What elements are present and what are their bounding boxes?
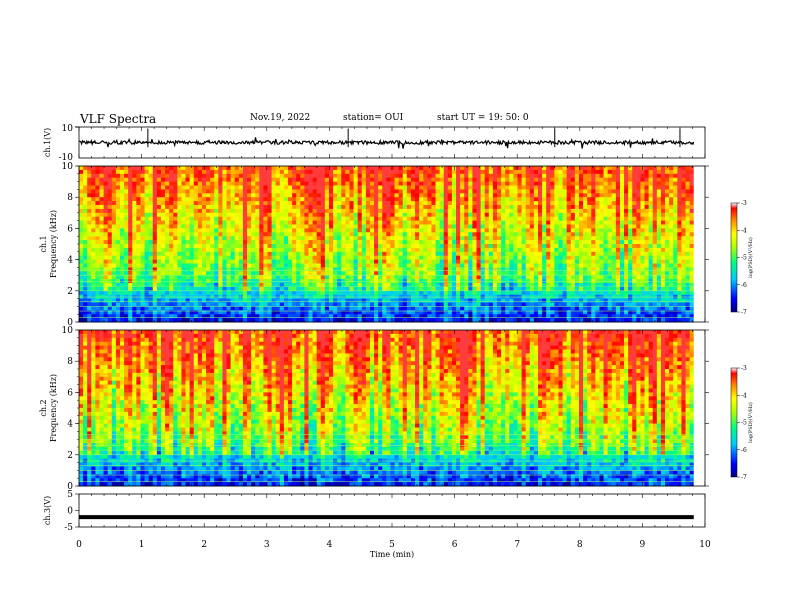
y-axis-label: Frequency (kHz) — [49, 374, 58, 442]
y-tick-label: -10 — [59, 153, 74, 163]
y-tick-label: 10 — [62, 326, 74, 336]
y-tick-label: 8 — [67, 193, 73, 203]
x-tick-label: 3 — [264, 540, 270, 550]
ch1-spectrogram — [79, 166, 705, 323]
colorbar-tick-label: -3 — [741, 200, 747, 207]
x-tick-label: 0 — [76, 540, 82, 550]
colorbar — [730, 367, 738, 478]
x-tick-label: 5 — [389, 540, 395, 550]
y-axis-label: ch.1(V) — [43, 128, 52, 157]
y-tick-label: 6 — [67, 388, 73, 398]
colorbar-tick-label: -7 — [741, 309, 747, 316]
y-tick-label: 4 — [67, 420, 73, 430]
y-tick-label: 0 — [67, 482, 73, 492]
ch1-waveform-line — [78, 137, 695, 149]
x-tick-label: 6 — [452, 540, 458, 550]
ch2-spectrogram — [79, 330, 705, 487]
y-tick-label: 4 — [67, 256, 73, 266]
colorbar-label: log(PSD)(V²/Hz) — [747, 237, 754, 278]
colorbar-tick-label: -7 — [741, 474, 747, 481]
colorbar-tick-label: -6 — [741, 282, 747, 289]
x-tick-label: 7 — [514, 540, 520, 550]
date-label: Nov.19, 2022 — [250, 113, 311, 123]
chart-title: VLF Spectra — [80, 112, 157, 126]
x-tick-label: 8 — [577, 540, 583, 550]
y-axis-label-channel: ch.2 — [39, 399, 48, 416]
y-tick-label: 10 — [62, 162, 74, 172]
x-tick-label: 2 — [201, 540, 207, 550]
colorbar-tick-label: -5 — [741, 420, 747, 427]
y-tick-label: 6 — [67, 224, 73, 234]
x-tick-label: 10 — [699, 540, 711, 550]
station-label: station= OUI — [343, 113, 404, 123]
colorbar-tick-label: -4 — [741, 227, 747, 234]
y-tick-label: 10 — [62, 124, 74, 134]
y-tick-label: 2 — [67, 451, 73, 461]
x-axis-label: Time (min) — [370, 550, 414, 559]
colorbar-tick-label: -5 — [741, 255, 747, 262]
y-tick-label: -5 — [64, 523, 73, 533]
y-tick-label: 8 — [67, 357, 73, 367]
y-tick-label: 5 — [67, 490, 73, 500]
y-tick-label: 2 — [67, 287, 73, 297]
colorbar-label: log(PSD)(V²/Hz) — [747, 402, 754, 443]
x-tick-label: 1 — [139, 540, 145, 550]
y-axis-label-channel: ch.1 — [39, 235, 48, 252]
colorbar-tick-label: -4 — [741, 392, 747, 399]
colorbar-tick-label: -6 — [741, 447, 747, 454]
colorbar — [730, 202, 738, 313]
start-time-label: start UT = 19: 50: 0 — [437, 113, 529, 123]
panel-frame-w3 — [78, 493, 706, 528]
y-axis-label: ch.3(V) — [43, 496, 52, 525]
colorbar-tick-label: -3 — [741, 365, 747, 372]
y-axis-label: Frequency (kHz) — [49, 210, 58, 278]
y-tick-label: 0 — [67, 318, 73, 328]
x-tick-label: 4 — [327, 540, 333, 550]
x-tick-label: 9 — [640, 540, 646, 550]
y-tick-label: 0 — [67, 507, 73, 517]
